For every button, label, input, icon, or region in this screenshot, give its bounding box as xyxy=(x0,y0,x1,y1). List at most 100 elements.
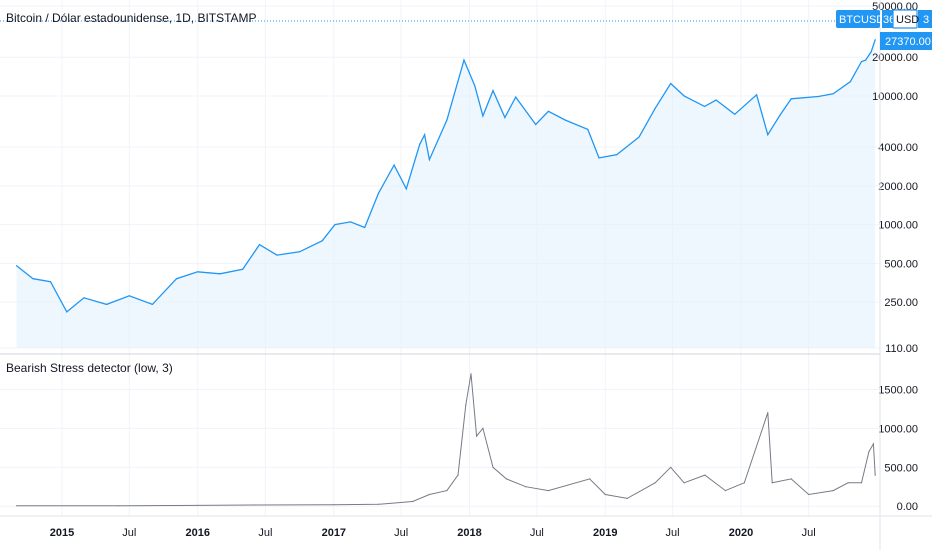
price-point xyxy=(242,268,244,270)
price-point xyxy=(482,115,484,117)
axes: 2015 Jul 2016 Jul 2017 Jul 2018 Jul 2019 Jul 2020 J… xyxy=(0,1,932,539)
indicator-point xyxy=(771,482,773,484)
indicator-point xyxy=(626,497,628,499)
value-tag-suffix-bg xyxy=(918,10,932,28)
indicator-point xyxy=(525,486,527,488)
indicator-point xyxy=(470,373,472,375)
price-point xyxy=(49,281,52,283)
x-tick-label: 2020 xyxy=(729,527,753,539)
price-point xyxy=(715,99,717,101)
indicator-point xyxy=(868,451,870,453)
price-point xyxy=(258,244,261,246)
indicator-tick-label: 1500.00 xyxy=(878,384,918,396)
indicator-point xyxy=(670,466,672,468)
indicator-point xyxy=(492,466,494,468)
price-point xyxy=(704,105,706,107)
indicator-point xyxy=(505,478,507,480)
indicator-point xyxy=(333,504,335,506)
price-tick-label: 10000.00 xyxy=(872,91,918,103)
x-tick-label: 2018 xyxy=(457,527,481,539)
indicator-point xyxy=(767,412,769,414)
indicator-point xyxy=(476,435,478,437)
price-point xyxy=(683,95,685,97)
price-point xyxy=(419,143,421,145)
price-point xyxy=(83,297,85,299)
price-tick-label: 2000.00 xyxy=(878,181,918,193)
price-point xyxy=(128,295,130,297)
x-tick-label: 2016 xyxy=(185,527,209,539)
price-tick-label: 4000.00 xyxy=(878,142,918,154)
price-point xyxy=(547,110,550,112)
price-point xyxy=(817,95,819,98)
price-point xyxy=(16,265,18,267)
last-price-tag: 27370.00 xyxy=(880,32,932,50)
indicator-legend-title[interactable]: Bearish Stress detector (low, 3) xyxy=(6,361,173,375)
currency-tag-label: USD xyxy=(896,14,919,26)
price-point xyxy=(299,251,301,253)
price-point xyxy=(463,59,465,61)
price-point xyxy=(874,39,876,41)
price-series-line xyxy=(16,39,876,313)
price-plot xyxy=(16,39,876,348)
indicator-point xyxy=(704,474,706,476)
x-tick-label: Jul xyxy=(802,527,816,539)
x-tick-label: 2019 xyxy=(593,527,617,539)
indicator-tick-label: 500.00 xyxy=(884,462,918,474)
indicator-point xyxy=(547,490,550,492)
price-point xyxy=(756,94,758,96)
price-point xyxy=(492,90,494,92)
indicator-point xyxy=(197,504,199,506)
last-price-label: 27370.00 xyxy=(885,36,931,48)
symbol-tag-label: BTCUSD xyxy=(839,14,884,26)
price-tick-label: 1000.00 xyxy=(878,220,918,232)
indicator-point xyxy=(683,482,685,484)
indicator-point xyxy=(16,505,18,507)
price-point xyxy=(779,114,781,116)
price-point xyxy=(670,82,672,85)
price-point xyxy=(535,123,537,126)
indicator-point xyxy=(482,427,484,429)
price-point xyxy=(870,51,872,53)
price-point xyxy=(832,93,834,95)
indicator-point xyxy=(428,493,430,496)
indicator-point xyxy=(847,482,849,484)
indicator-tick-label: 0.00 xyxy=(897,501,918,513)
price-tick-label: 250.00 xyxy=(884,297,918,309)
price-point xyxy=(849,81,851,83)
indicator-point xyxy=(589,478,591,480)
indicator-point xyxy=(790,478,792,480)
indicator-tick-label: 1000.00 xyxy=(878,423,918,435)
price-point xyxy=(321,240,323,242)
price-point xyxy=(405,188,407,190)
price-point xyxy=(564,119,566,121)
indicator-point xyxy=(446,490,448,492)
price-tick-label: 20000.00 xyxy=(872,52,918,64)
symbol-tag[interactable]: BTCUSD xyxy=(836,10,884,28)
x-tick-label: Jul xyxy=(530,527,544,539)
currency-tag[interactable]: USD xyxy=(892,9,919,29)
price-point xyxy=(865,59,867,61)
indicator-point xyxy=(832,490,834,492)
indicator-series-line xyxy=(16,373,876,507)
indicator-point xyxy=(724,490,727,492)
indicator-point xyxy=(874,474,876,476)
x-tick-label: Jul xyxy=(122,527,136,539)
price-point xyxy=(654,107,656,109)
indicator-point xyxy=(654,482,656,484)
price-area-fill xyxy=(16,39,876,348)
indicator-plot xyxy=(16,373,876,507)
price-point xyxy=(32,278,34,280)
price-point xyxy=(334,224,336,226)
price-point xyxy=(66,311,68,313)
price-point xyxy=(393,164,395,166)
indicator-point xyxy=(412,500,414,503)
price-point xyxy=(474,85,476,87)
price-point xyxy=(446,119,448,121)
price-point xyxy=(504,116,506,119)
x-tick-label: Jul xyxy=(666,527,680,539)
main-legend-title[interactable]: Bitcoin / Dólar estadounidense, 1D, BITS… xyxy=(6,11,257,25)
price-tick-label: 110.00 xyxy=(885,343,918,355)
indicator-point xyxy=(457,474,459,476)
price-point xyxy=(364,226,366,229)
